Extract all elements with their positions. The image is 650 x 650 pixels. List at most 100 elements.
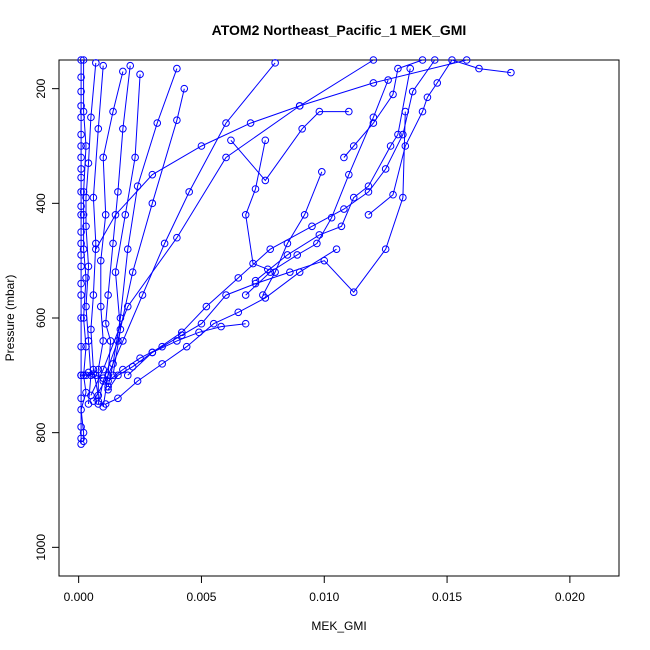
data-point [123,371,132,380]
data-point [104,291,112,299]
data-point [399,130,407,139]
data-point [101,400,110,408]
data-point [462,56,471,64]
series-line [97,71,124,402]
data-point [408,87,417,96]
data-point [430,56,439,64]
data-point [381,165,390,173]
series-line [102,65,131,407]
data-point [234,274,243,282]
y-axis-label: Pressure (mbar) [3,275,17,362]
series-16 [241,76,392,299]
series-line [85,62,97,405]
data-point [345,170,353,179]
data-point [128,362,137,371]
series-20 [123,56,439,380]
data-point [222,291,230,299]
data-point [82,302,90,311]
data-point [114,371,122,380]
series-line [127,59,436,376]
data-point [89,291,98,299]
data-point [153,119,162,127]
x-tick-label: 0.010 [309,590,339,604]
data-point [136,70,144,79]
series-line [245,140,268,270]
data-point [77,73,85,81]
x-axis-label: MEK_GMI [311,619,366,633]
data-point [79,428,88,437]
chart-title: ATOM2 Northeast_Pacific_1 MEK_GMI [212,22,467,38]
data-point [222,153,230,162]
data-point [475,64,483,73]
data-point [418,107,427,116]
data-point [399,193,407,202]
series-line [368,59,511,216]
data-point [394,130,402,139]
data-point [133,377,142,385]
data-point [133,182,142,190]
data-point [123,302,132,311]
series-line [105,248,337,405]
series-line [107,111,406,382]
data-point [173,337,181,345]
data-point [123,245,132,253]
data-point [121,211,130,219]
x-tick-label: 0.000 [64,590,94,604]
data-point [241,291,250,299]
data-point [369,56,378,64]
data-point [173,64,181,73]
data-point [84,262,93,271]
data-point [99,61,108,70]
data-point [369,113,378,122]
data-point [271,59,279,67]
data-point [345,107,353,116]
data-point [158,360,166,368]
data-point [82,274,90,282]
data-point [82,193,90,202]
data-point [119,125,127,133]
series-13 [227,107,353,185]
data-point [77,142,85,150]
data-point [77,153,85,162]
data-point [89,370,98,378]
data-point [173,233,181,242]
data-point [148,348,157,357]
series-1 [77,56,85,448]
data-point [315,107,324,116]
data-point [119,337,127,345]
data-point [295,102,304,110]
data-point [180,84,189,93]
series-2 [77,56,90,446]
data-point [197,142,206,150]
series-24 [77,368,108,383]
series-14 [241,136,272,274]
data-point [246,119,255,127]
data-point [251,185,260,193]
data-point [241,211,250,219]
data-point [77,211,85,219]
data-point [77,130,85,139]
data-point [77,87,85,96]
data-point [197,319,206,328]
series-18 [364,56,515,219]
data-point [381,245,390,253]
data-point [384,76,392,84]
data-point [266,245,275,253]
data-point [173,116,181,124]
series-line [343,59,423,158]
series-line [255,68,411,282]
x-axis: 0.000 0.005 0.010 0.015 0.020 [64,576,585,604]
data-point [298,125,306,133]
data-point [101,211,110,219]
data-point [96,256,105,265]
data-point [104,383,112,391]
data-point [182,342,191,351]
data-point [251,279,260,288]
series-line [230,111,349,182]
y-tick-label: 600 [34,308,48,328]
data-point [418,56,427,64]
data-point [401,107,410,116]
data-point [364,182,373,190]
data-point [394,64,402,73]
data-point [209,319,218,328]
